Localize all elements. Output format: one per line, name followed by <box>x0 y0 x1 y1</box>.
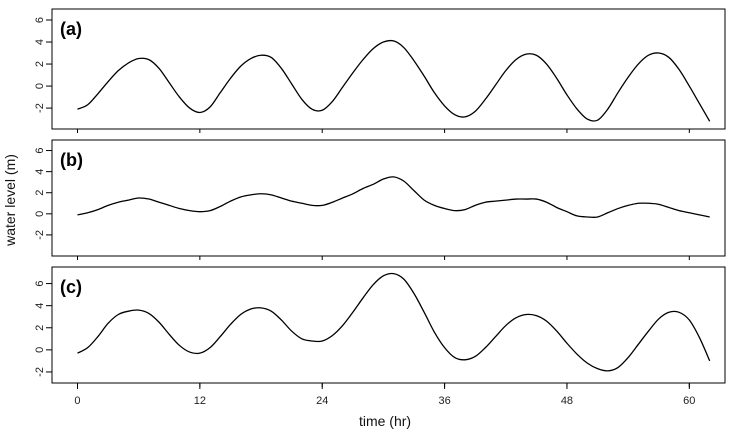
y-tick-label: 4 <box>34 303 46 309</box>
panel-frame <box>51 8 726 130</box>
x-tick-label: 36 <box>438 395 450 407</box>
y-tick-label: 6 <box>34 147 46 153</box>
y-tick-label: -2 <box>34 367 46 377</box>
panel-label: (a) <box>60 19 82 39</box>
y-tick-label: 0 <box>34 347 46 353</box>
y-tick-label: 2 <box>34 61 46 67</box>
series-line <box>77 39 711 122</box>
panel-label: (c) <box>60 277 82 297</box>
panel-frame <box>51 139 726 257</box>
y-tick-label: 4 <box>34 169 46 175</box>
x-tick-label: 12 <box>194 395 206 407</box>
panel-2: -2 0 2 4 6 (b) <box>34 139 726 260</box>
series-line <box>77 272 711 372</box>
x-axis: 0 12 24 36 48 60 <box>74 383 695 407</box>
panel-frame <box>51 266 726 384</box>
x-tick-label: 0 <box>74 395 80 407</box>
series-line <box>77 176 710 218</box>
x-tick-label: 60 <box>683 395 695 407</box>
panel-label: (b) <box>60 150 83 170</box>
y-tick-label: 6 <box>34 17 46 23</box>
panel-1: -2 0 2 4 6 (a) <box>34 8 726 133</box>
panel-3: -2 0 2 4 6 (c) <box>34 266 726 387</box>
y-tick-label: 2 <box>34 325 46 331</box>
x-axis-title: time (hr) <box>359 413 411 429</box>
y-tick-label: -2 <box>34 230 46 240</box>
y-tick-label: 0 <box>34 211 46 217</box>
y-axis-title: water level (m) <box>2 154 18 247</box>
y-tick-label: -2 <box>34 103 46 113</box>
x-tick-label: 24 <box>316 395 328 407</box>
y-tick-label: 6 <box>34 281 46 287</box>
panels-layer: -2 0 2 4 6 (a) -2 0 2 4 6 (b) -2 0 2 4 6 (c) <box>34 8 726 387</box>
y-tick-label: 4 <box>34 39 46 45</box>
x-tick-label: 48 <box>561 395 573 407</box>
y-tick-label: 0 <box>34 83 46 89</box>
y-tick-label: 2 <box>34 190 46 196</box>
